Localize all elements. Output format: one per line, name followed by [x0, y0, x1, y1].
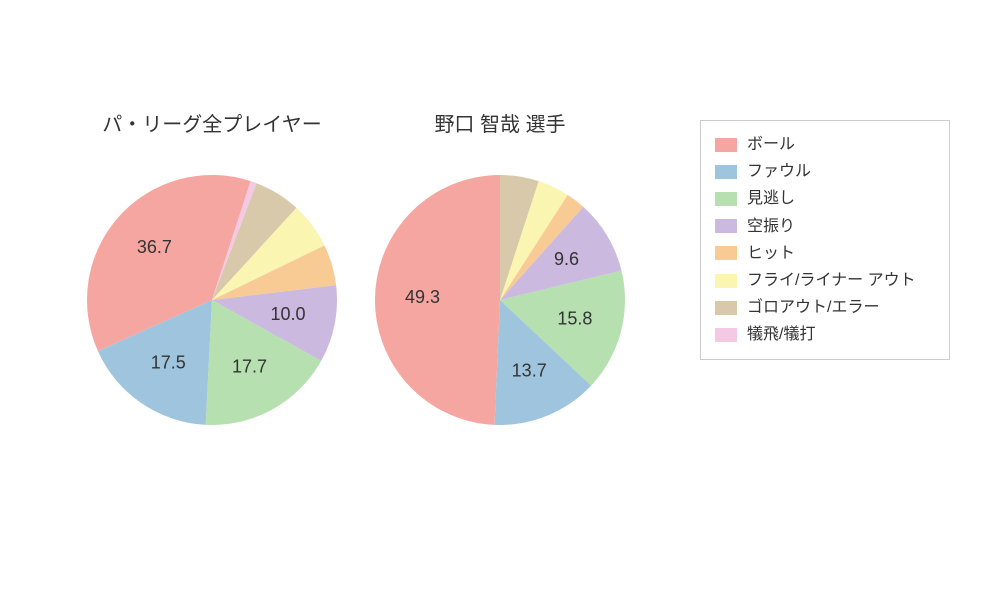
slice-label: 17.5 [151, 353, 186, 373]
legend: ボールファウル見逃し空振りヒットフライ/ライナー アウトゴロアウト/エラー犠飛/… [700, 120, 950, 360]
legend-swatch [715, 301, 737, 315]
legend-swatch [715, 138, 737, 152]
pie-chart-player: 49.3 13.7 15.8 9.6 [335, 135, 665, 465]
legend-item: ファウル [715, 158, 935, 185]
legend-label: 犠飛/犠打 [747, 321, 815, 348]
slice-label: 36.7 [137, 237, 172, 257]
pie-chart-league: 36.7 17.5 17.7 10.0 [47, 135, 377, 465]
legend-label: 空振り [747, 213, 795, 240]
legend-swatch [715, 192, 737, 206]
legend-swatch [715, 165, 737, 179]
legend-item: ゴロアウト/エラー [715, 294, 935, 321]
slice-label: 15.8 [557, 308, 592, 328]
legend-swatch [715, 219, 737, 233]
slice-label: 10.0 [271, 304, 306, 324]
legend-item: ヒット [715, 240, 935, 267]
chart-stage: パ・リーグ全プレイヤー 野口 智哉 選手 36.7 17.5 17.7 10.0 49… [0, 0, 1000, 600]
legend-item: フライ/ライナー アウト [715, 267, 935, 294]
legend-item: 見逃し [715, 185, 935, 212]
slice-label: 49.3 [405, 287, 440, 307]
chart-title-league: パ・リーグ全プレイヤー [62, 108, 362, 137]
legend-swatch [715, 274, 737, 288]
legend-swatch [715, 246, 737, 260]
legend-item: ボール [715, 131, 935, 158]
legend-label: ファウル [747, 158, 811, 185]
legend-item: 空振り [715, 213, 935, 240]
legend-item: 犠飛/犠打 [715, 321, 935, 348]
legend-label: ゴロアウト/エラー [747, 294, 879, 321]
legend-label: ヒット [747, 240, 795, 267]
legend-label: 見逃し [747, 185, 795, 212]
legend-label: ボール [747, 131, 795, 158]
legend-swatch [715, 328, 737, 342]
legend-label: フライ/ライナー アウト [747, 267, 916, 294]
chart-title-player: 野口 智哉 選手 [350, 108, 650, 137]
slice-label: 9.6 [554, 249, 579, 269]
slice-label: 17.7 [232, 357, 267, 377]
slice-label: 13.7 [512, 361, 547, 381]
